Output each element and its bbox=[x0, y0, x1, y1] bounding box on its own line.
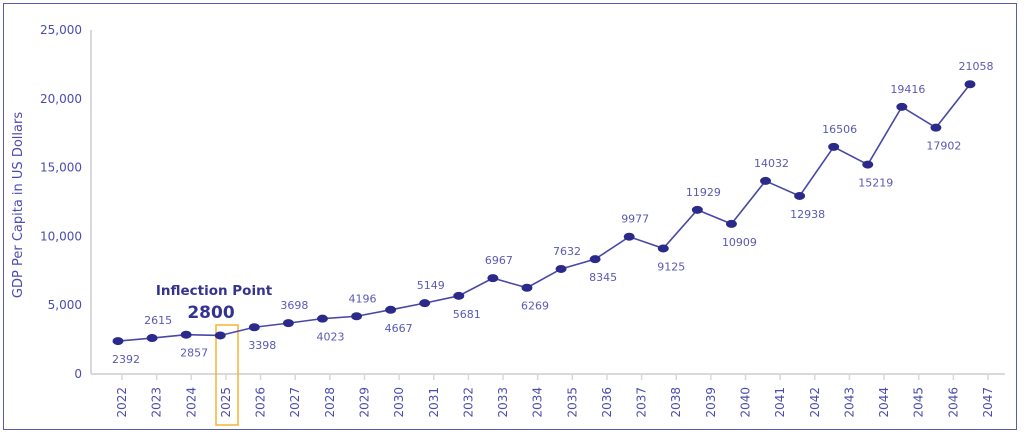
data-label: 15219 bbox=[858, 177, 893, 190]
data-point bbox=[725, 219, 737, 228]
x-tick-label: 2046 bbox=[946, 387, 960, 418]
data-label: 21058 bbox=[959, 60, 994, 73]
inflection-value: 2800 bbox=[187, 303, 234, 323]
data-label: 2857 bbox=[180, 347, 208, 360]
y-axis-title: GDP Per Capita in US Dollars bbox=[11, 112, 26, 298]
data-label: 5681 bbox=[453, 308, 481, 321]
x-tick-label: 2025 bbox=[219, 387, 233, 418]
data-label: 9125 bbox=[657, 260, 685, 273]
data-point bbox=[862, 160, 874, 169]
data-label: 4023 bbox=[316, 331, 344, 344]
data-label: 16506 bbox=[822, 123, 857, 136]
data-point bbox=[930, 123, 942, 132]
data-point bbox=[214, 331, 226, 340]
x-tick-label: 2045 bbox=[912, 387, 926, 418]
data-label: 10909 bbox=[722, 236, 757, 249]
data-label: 14032 bbox=[754, 157, 789, 170]
x-tick-label: 2036 bbox=[600, 387, 614, 418]
data-label: 12938 bbox=[790, 208, 825, 221]
data-point bbox=[112, 337, 124, 346]
data-label: 19416 bbox=[890, 83, 925, 96]
x-tick-label: 2033 bbox=[496, 387, 510, 418]
data-label: 3698 bbox=[280, 299, 308, 312]
data-point bbox=[487, 274, 499, 283]
x-tick-label: 2032 bbox=[461, 387, 475, 418]
data-point bbox=[896, 102, 908, 111]
y-tick-label: 25,000 bbox=[40, 23, 82, 37]
data-point bbox=[555, 264, 567, 273]
data-point bbox=[180, 330, 192, 339]
data-point bbox=[453, 291, 465, 300]
data-point bbox=[316, 314, 328, 323]
data-label: 2392 bbox=[112, 353, 140, 366]
x-tick-label: 2043 bbox=[842, 387, 856, 418]
y-tick-label: 10,000 bbox=[40, 229, 82, 243]
y-tick-label: 20,000 bbox=[40, 92, 82, 106]
x-tick-label: 2023 bbox=[150, 387, 164, 418]
data-label: 11929 bbox=[686, 186, 721, 199]
data-point bbox=[760, 176, 772, 185]
x-tick-label: 2022 bbox=[115, 387, 129, 418]
x-tick-label: 2042 bbox=[808, 387, 822, 418]
series-line bbox=[117, 83, 971, 342]
data-label: 6967 bbox=[485, 254, 513, 267]
x-tick-label: 2038 bbox=[669, 387, 683, 418]
data-label: 3398 bbox=[248, 339, 276, 352]
x-tick-label: 2027 bbox=[288, 387, 302, 418]
x-tick-label: 2035 bbox=[565, 387, 579, 418]
data-label: 8345 bbox=[589, 271, 617, 284]
inflection-highlight-box bbox=[215, 324, 239, 426]
x-tick-label: 2026 bbox=[254, 387, 268, 418]
y-tick-label: 0 bbox=[74, 367, 82, 381]
data-label: 5149 bbox=[417, 279, 445, 292]
data-label: 7632 bbox=[553, 245, 581, 258]
data-label: 4196 bbox=[349, 292, 377, 305]
x-tick-label: 2028 bbox=[323, 387, 337, 418]
data-point bbox=[351, 312, 363, 321]
data-point bbox=[589, 255, 601, 264]
x-tick-label: 2024 bbox=[184, 387, 198, 418]
data-point bbox=[623, 232, 635, 241]
data-point bbox=[419, 299, 431, 308]
data-label: 2615 bbox=[144, 314, 172, 327]
data-point bbox=[248, 323, 260, 332]
data-point bbox=[146, 334, 158, 343]
chart-frame bbox=[3, 3, 1017, 430]
data-point bbox=[691, 205, 703, 214]
data-point bbox=[282, 319, 294, 328]
x-tick-label: 2029 bbox=[357, 387, 371, 418]
data-point bbox=[964, 80, 976, 89]
y-tick-label: 15,000 bbox=[40, 161, 82, 175]
inflection-title: Inflection Point bbox=[156, 283, 273, 299]
x-tick-label: 2030 bbox=[392, 387, 406, 418]
x-tick-label: 2047 bbox=[981, 387, 995, 418]
data-label: 6269 bbox=[521, 300, 549, 313]
x-tick-label: 2041 bbox=[773, 387, 787, 418]
data-label: 17902 bbox=[926, 140, 961, 153]
x-tick-label: 2034 bbox=[531, 387, 545, 418]
x-tick-label: 2031 bbox=[427, 387, 441, 418]
data-point bbox=[657, 244, 669, 253]
data-point bbox=[521, 283, 533, 292]
x-tick-label: 2037 bbox=[635, 387, 649, 418]
x-tick-label: 2040 bbox=[739, 387, 753, 418]
y-tick-label: 5,000 bbox=[48, 298, 82, 312]
data-point bbox=[794, 191, 806, 200]
x-tick-label: 2044 bbox=[877, 387, 891, 418]
data-point bbox=[828, 142, 840, 151]
data-point bbox=[385, 305, 397, 314]
data-label: 4667 bbox=[385, 322, 413, 335]
x-tick-label: 2039 bbox=[704, 387, 718, 418]
data-label: 9977 bbox=[621, 213, 649, 226]
